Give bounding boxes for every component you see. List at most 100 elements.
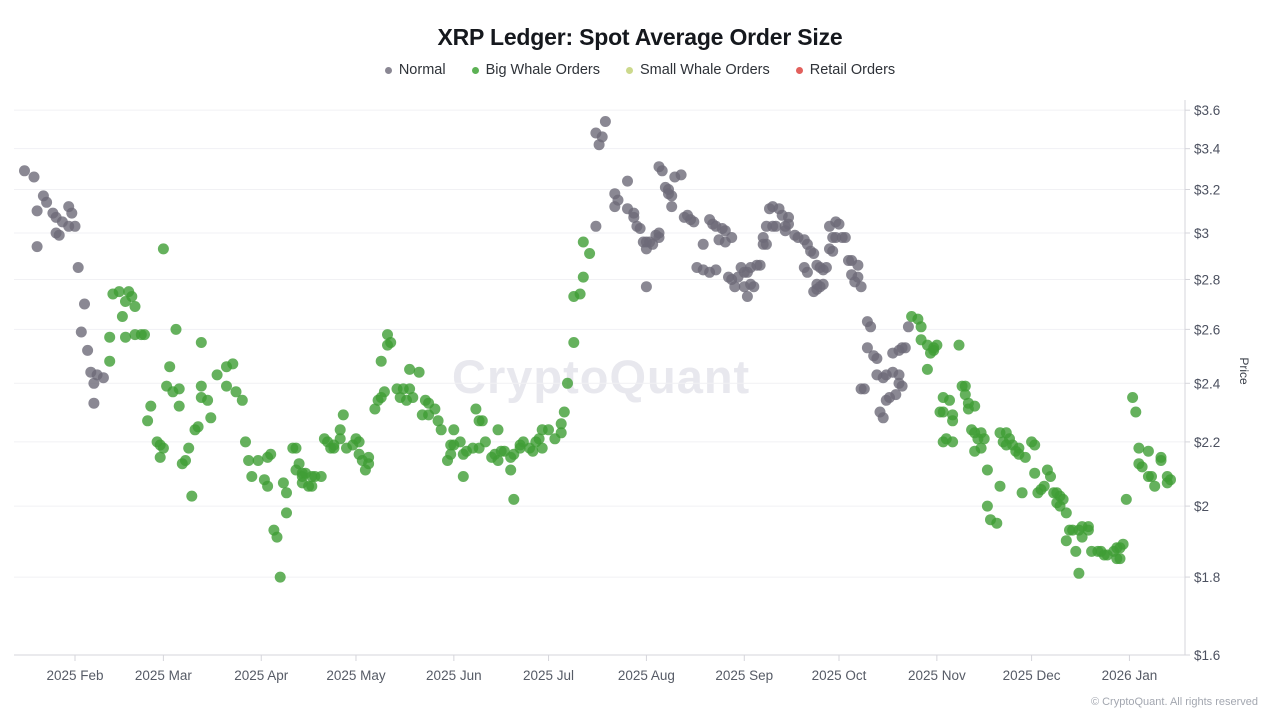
data-point[interactable] <box>697 238 709 250</box>
data-point[interactable] <box>959 380 971 392</box>
data-point[interactable] <box>470 403 482 415</box>
data-point[interactable] <box>839 232 851 243</box>
data-point[interactable] <box>457 471 469 482</box>
data-point[interactable] <box>969 400 981 412</box>
data-point[interactable] <box>240 436 251 448</box>
data-point[interactable] <box>599 116 611 127</box>
data-point[interactable] <box>429 403 441 415</box>
data-point[interactable] <box>154 451 166 463</box>
data-point[interactable] <box>981 464 993 476</box>
data-point[interactable] <box>508 493 520 505</box>
data-point[interactable] <box>760 238 772 250</box>
data-point[interactable] <box>852 271 864 283</box>
data-point[interactable] <box>211 369 223 381</box>
data-point[interactable] <box>817 278 829 290</box>
data-point[interactable] <box>1029 439 1041 451</box>
data-point[interactable] <box>584 248 596 259</box>
data-point[interactable] <box>688 216 700 228</box>
data-point[interactable] <box>28 171 40 183</box>
data-point[interactable] <box>1060 535 1072 547</box>
data-point[interactable] <box>290 442 302 454</box>
data-point[interactable] <box>173 400 185 412</box>
data-point[interactable] <box>921 363 933 375</box>
data-point[interactable] <box>710 264 722 276</box>
data-point[interactable] <box>915 321 927 333</box>
data-point[interactable] <box>1019 451 1031 463</box>
data-point[interactable] <box>435 424 447 436</box>
data-point[interactable] <box>41 196 53 208</box>
data-point[interactable] <box>69 220 81 232</box>
data-point[interactable] <box>640 281 652 293</box>
data-point[interactable] <box>729 281 741 293</box>
data-point[interactable] <box>315 471 327 482</box>
data-point[interactable] <box>142 415 154 427</box>
data-point[interactable] <box>865 321 877 333</box>
legend-item-normal[interactable]: Normal <box>384 62 446 78</box>
data-point[interactable] <box>157 243 169 255</box>
data-point[interactable] <box>1114 553 1126 565</box>
data-point[interactable] <box>577 271 589 283</box>
data-point[interactable] <box>337 409 349 421</box>
data-point[interactable] <box>262 480 274 492</box>
data-point[interactable] <box>157 442 169 454</box>
data-point[interactable] <box>931 339 943 351</box>
data-point[interactable] <box>628 211 640 223</box>
data-point[interactable] <box>281 487 292 499</box>
data-point[interactable] <box>97 372 109 384</box>
data-point[interactable] <box>568 337 580 348</box>
legend-item-retail[interactable]: Retail Orders <box>795 62 895 78</box>
data-point[interactable] <box>1133 442 1145 454</box>
data-point[interactable] <box>88 397 100 409</box>
data-point[interactable] <box>890 389 902 401</box>
data-point[interactable] <box>748 281 760 293</box>
data-point[interactable] <box>334 433 346 445</box>
data-point[interactable] <box>164 361 176 373</box>
data-point[interactable] <box>404 383 416 395</box>
data-point[interactable] <box>221 380 232 392</box>
data-point[interactable] <box>116 311 128 322</box>
data-point[interactable] <box>1165 474 1176 486</box>
data-point[interactable] <box>953 339 965 351</box>
data-point[interactable] <box>274 571 286 583</box>
data-point[interactable] <box>827 245 839 257</box>
data-point[interactable] <box>104 355 116 367</box>
data-point[interactable] <box>88 377 100 389</box>
data-point[interactable] <box>75 326 87 338</box>
data-point[interactable] <box>612 194 624 206</box>
data-point[interactable] <box>378 386 390 398</box>
data-point[interactable] <box>1136 461 1148 473</box>
data-point[interactable] <box>801 266 813 278</box>
data-point[interactable] <box>413 366 425 378</box>
data-point[interactable] <box>205 412 217 424</box>
legend-item-small-whale[interactable]: Small Whale Orders <box>626 62 770 78</box>
data-point[interactable] <box>1029 467 1041 479</box>
data-point[interactable] <box>1076 531 1088 543</box>
data-point[interactable] <box>454 436 466 448</box>
data-point[interactable] <box>726 232 738 243</box>
data-point[interactable] <box>596 131 608 143</box>
data-point[interactable] <box>1120 493 1132 505</box>
data-point[interactable] <box>192 421 204 433</box>
data-point[interactable] <box>236 394 248 406</box>
data-point[interactable] <box>543 424 554 436</box>
data-point[interactable] <box>656 165 668 177</box>
data-point[interactable] <box>666 190 678 202</box>
data-point[interactable] <box>265 448 277 460</box>
data-point[interactable] <box>1146 471 1157 482</box>
data-point[interactable] <box>183 442 195 454</box>
data-point[interactable] <box>1155 455 1167 466</box>
data-point[interactable] <box>306 480 318 492</box>
data-point[interactable] <box>975 442 987 454</box>
data-point[interactable] <box>1045 471 1056 482</box>
data-point[interactable] <box>243 455 255 466</box>
data-point[interactable] <box>634 223 646 234</box>
data-point[interactable] <box>978 433 990 445</box>
data-point[interactable] <box>994 480 1006 492</box>
data-point[interactable] <box>902 321 914 333</box>
data-point[interactable] <box>536 442 548 454</box>
data-point[interactable] <box>170 323 182 335</box>
data-point[interactable] <box>180 455 191 466</box>
data-point[interactable] <box>833 218 845 230</box>
data-point[interactable] <box>959 389 971 401</box>
data-point[interactable] <box>120 331 131 343</box>
